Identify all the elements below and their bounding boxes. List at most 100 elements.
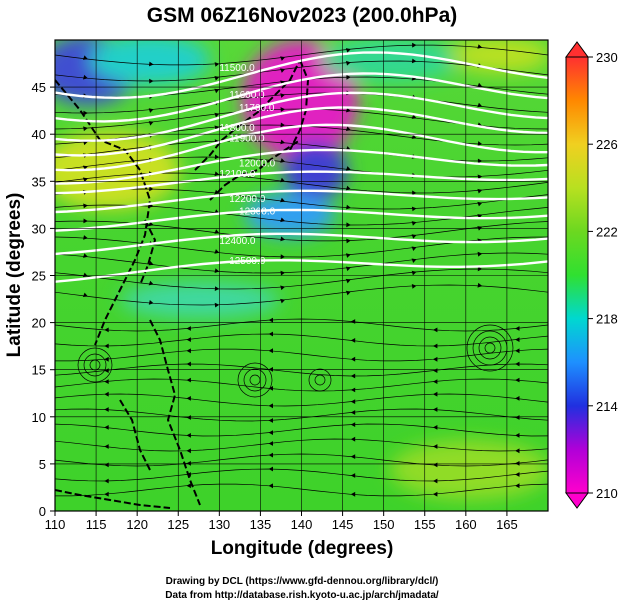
streamline-arrow [214,112,220,118]
streamline-arrow [411,234,417,239]
x-tick-label: 125 [167,517,189,532]
circulation-ring [466,324,514,372]
y-axis-label: Latitude (degrees) [4,193,25,358]
y-tick-label: 10 [32,410,46,425]
streamline-arrow [268,367,273,372]
streamline-arrow [515,326,520,331]
streamline-arrow [515,433,520,438]
streamline-arrow [411,58,417,64]
streamline-arrow [515,361,520,367]
circulation-ring [478,336,502,360]
coastline [139,219,157,286]
streamline-arrow [82,292,88,297]
streamline-arrow [83,74,88,80]
streamline-arrow [280,197,286,203]
height-contour-label: 12200.0 [229,194,266,205]
streamline-arrow [433,391,438,397]
streamline-arrow [346,107,351,113]
streamline-arrow [280,270,286,276]
streamline-arrow [268,430,273,435]
streamline-arrow [214,171,220,177]
streamline-arrow [268,441,273,446]
height-contour-label: 11800.0 [219,123,255,134]
streamline-arrow [477,102,483,108]
streamline-arrow [83,126,88,132]
colorbar-bottom-arrow [565,492,589,509]
streamline-arrow [515,448,520,454]
y-tick-label: 35 [32,174,46,189]
streamline-arrow [433,327,438,333]
streamline-arrow [82,272,88,278]
height-contour-label: 11600.0 [229,90,265,101]
streamline-arrow [214,302,220,308]
streamline-arrow [104,356,109,362]
streamline-arrow [268,466,273,472]
height-contour-label: 12500.0 [229,256,266,267]
streamline-arrow [411,246,417,251]
x-tick-label: 165 [496,517,518,532]
height-contour-label: 12000.0 [239,158,276,169]
height-contour-label: 11700.0 [239,103,275,114]
streamline-arrow [345,278,351,284]
streamline-arrow [433,343,438,349]
colorbar-tick-label: 226 [596,137,618,152]
colorbar-tick-label: 230 [596,50,618,65]
coastline [194,59,301,171]
circulation-ring [484,342,496,354]
y-tick-label: 5 [39,457,46,472]
streamline-arrow [280,254,286,260]
yellow-green-southeast [390,440,548,500]
streamline-arrow [186,415,191,420]
streamline-arrow [280,298,286,304]
streamline-arrow [515,461,520,466]
colorbar-tick-label: 218 [596,312,618,327]
streamline-arrow [350,373,356,379]
streamline-arrow [350,410,356,415]
streamline-arrow [186,348,191,354]
streamline-arrow [411,206,417,212]
coastlines [55,59,310,509]
x-tick-label: 135 [250,517,272,532]
streamline-arrow [346,60,351,66]
streamline-arrow [186,433,191,438]
streamline-arrow [268,418,273,423]
x-tick-label: 155 [414,517,436,532]
circulation-ring [83,353,107,377]
streamline-arrow [345,48,351,53]
streamline-arrow [280,285,286,291]
streamline-arrow [280,236,286,242]
colorbar-ticks: 210 214 218 222 226 230 [588,50,618,501]
yellow-green-northeast [450,40,548,73]
credit-drawing: Drawing by DCL (https://www.gfd-dennou.o… [166,576,439,587]
streamline-arrow [186,396,191,401]
purple-core-japan [283,140,347,200]
streamline-arrow [350,387,356,393]
streamline-arrow [186,377,191,383]
circulation-ring [237,362,273,398]
streamline-arrow [280,93,286,98]
streamline-arrow [104,391,109,397]
streamline-arrow [268,386,273,391]
streamline-arrow [350,422,356,427]
streamline-arrow [515,415,520,420]
streamline-arrow [345,126,351,131]
streamline-arrow [268,452,273,458]
blue-band-japan [245,193,335,237]
streamline-arrow [83,218,88,224]
streamline-arrow [186,337,191,342]
colorbar-tick-label: 214 [596,399,618,414]
y-tick-label: 30 [32,221,46,236]
streamline-arrow [186,361,191,367]
streamline-arrow [515,348,520,354]
y-tick-label: 45 [32,80,46,95]
streamline-arrow [346,74,351,80]
streamline-arrow [83,203,88,209]
streamline-arrow [433,356,438,362]
streamline-arrow [104,407,109,412]
y-tick-label: 20 [32,316,46,331]
streamline-arrow [83,253,88,258]
streamline-arrow [350,338,356,343]
grid-lines [55,40,548,511]
streamline-arrow [104,478,109,484]
streamline-arrow [214,88,220,94]
